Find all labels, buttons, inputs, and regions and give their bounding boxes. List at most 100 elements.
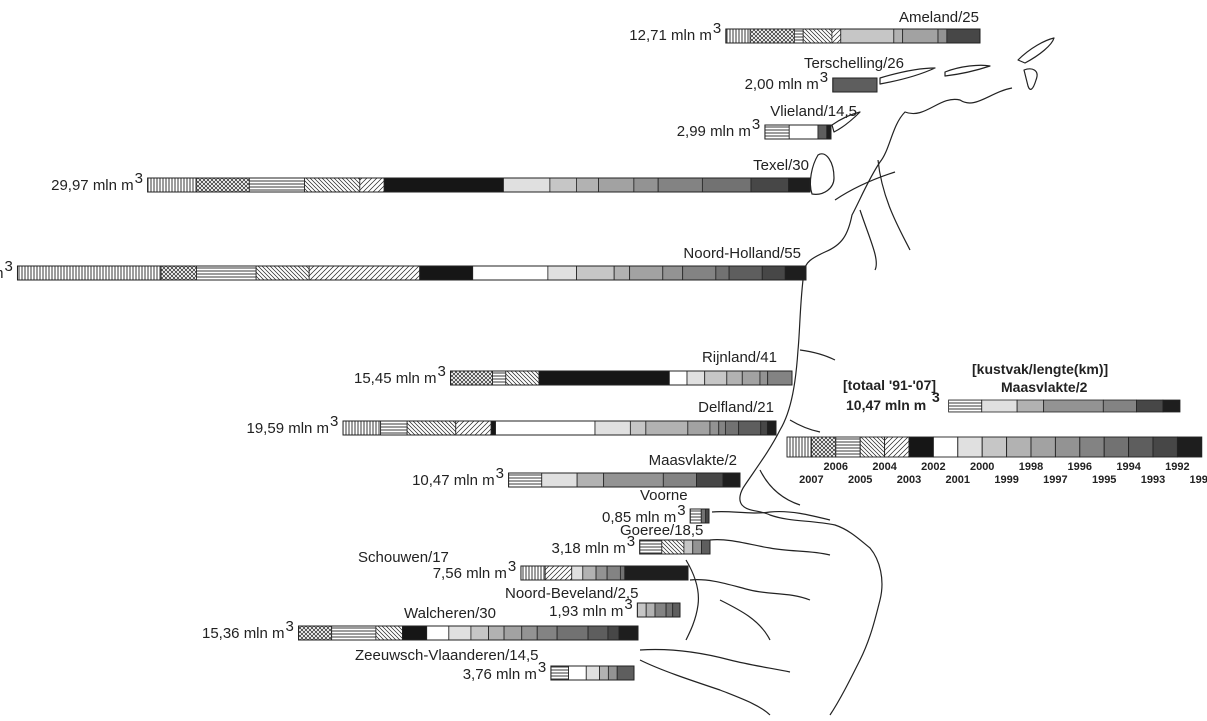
legend-year-label: 1992 (1165, 461, 1189, 473)
legend-example-total: 10,47 mln m (846, 397, 926, 413)
bar-segment-1996 (692, 539, 703, 555)
bar-outline (342, 420, 777, 436)
bar-segment-2000 (981, 399, 1018, 413)
bar-segment-1993 (738, 420, 762, 436)
coast-section-total: 7,56 mln m (433, 565, 507, 582)
legend-year-label: 2001 (946, 474, 970, 486)
bar-segment-1999 (629, 420, 647, 436)
voorne-line (759, 469, 801, 506)
bar-outline (16, 265, 807, 281)
unit-superscript: 3 (508, 558, 516, 575)
bar-segment-1996 (595, 565, 608, 581)
bar-segment-2005 (550, 665, 569, 681)
ameland-small-island (944, 64, 991, 77)
coast-section-total: 2,99 mln m (677, 123, 751, 140)
bar-outline (689, 508, 710, 524)
bar-segment-1998 (582, 565, 597, 581)
legend-year-label: 2007 (799, 474, 823, 486)
bar-segment-2003 (308, 265, 421, 281)
legend-year-label: 2005 (848, 474, 872, 486)
bar-segment-1996 (662, 265, 684, 281)
unit-superscript: 3 (330, 413, 338, 430)
coast-section-total: 3,76 mln m (463, 666, 537, 683)
coast-section-5: Noord-Holland/55 35,68 mln m3 (0, 245, 807, 282)
bar-segment-2001 (472, 265, 549, 281)
bar-segment-1998 (576, 177, 599, 193)
bar-segment-1992 (761, 265, 786, 281)
bar-segment-1992 (705, 508, 710, 524)
legend-year-strip: 2007200620052004200320022001200019991998… (786, 436, 1207, 486)
bar-outline (147, 177, 811, 193)
bar-segment-2000 (503, 177, 551, 193)
bar-segment-2006 (749, 28, 795, 44)
unit-superscript: 3 (932, 389, 940, 405)
bar-segment-1993 (616, 665, 635, 681)
bar-segment-1998 (726, 370, 743, 386)
bar-segment-1992 (946, 28, 981, 44)
coast-section-name: Texel/30 (753, 157, 809, 174)
zuid-beveland-line (719, 599, 771, 641)
coast-section-name: Terschelling/26 (804, 55, 904, 72)
bar-segment-1999 (470, 625, 490, 641)
legend-year-label: 2002 (921, 461, 945, 473)
bar-segment-1995 (654, 602, 667, 618)
coast-section-name: Noord-Holland/55 (683, 245, 801, 262)
coast-section-name: Schouwen/17 (358, 549, 449, 566)
coast-section-total: 1,93 mln m (549, 603, 623, 620)
bar-segment-1993 (701, 539, 711, 555)
bar-segment-1997 (503, 625, 523, 641)
coast-section-name: Delfland/21 (698, 399, 774, 416)
bar-outline (298, 625, 639, 641)
bar-segment-1994 (700, 508, 707, 524)
bar-segment-1991 (826, 124, 832, 140)
legend-swatch-1997 (1030, 436, 1056, 458)
bar-segment-1998 (576, 472, 605, 488)
coast-section-total: 15,36 mln m (202, 625, 285, 642)
bar-outline (550, 665, 635, 681)
coast-section-name: Goeree/18,5 (620, 522, 703, 539)
legend-swatch-1999 (981, 436, 1008, 458)
bar-segment-2007 (520, 565, 546, 581)
legend-example-bar (948, 399, 1181, 413)
bar-segment-2003 (544, 565, 573, 581)
unit-superscript: 3 (438, 363, 446, 380)
bar-segment-1994 (556, 625, 589, 641)
bar-segment-2005 (492, 370, 507, 386)
bar-segment-1996 (603, 472, 664, 488)
bar-outline (450, 370, 793, 386)
ameland-island (1017, 37, 1055, 64)
legend-year-label: 1997 (1043, 474, 1067, 486)
bar-segment-1995 (606, 565, 621, 581)
grevelingen-line (709, 539, 831, 556)
unit-superscript: 3 (538, 659, 546, 676)
bar-segment-1994 (724, 420, 740, 436)
bar-segment-2003 (455, 420, 492, 436)
legend-swatch-1993 (1128, 436, 1154, 458)
coast-section-total: 15,45 mln m (354, 370, 437, 387)
bar-segment-1999 (576, 265, 615, 281)
coast-section-name: Rijnland/41 (702, 349, 777, 366)
bar-segment-1996 (521, 625, 538, 641)
bar-segment-2000 (541, 472, 578, 488)
bar-segment-1993 (672, 602, 681, 618)
bar-segment-1993 (587, 625, 609, 641)
bar-segment-1997 (598, 177, 635, 193)
bar-segment-2006 (298, 625, 333, 641)
bar-segment-1994 (715, 265, 730, 281)
walcheren-coast (685, 559, 700, 641)
bar-segment-2004 (255, 265, 310, 281)
oosterschelde-line (689, 579, 811, 601)
legend-year-label: 1993 (1141, 474, 1165, 486)
bar-segment-2003 (831, 28, 842, 44)
bar-segment-2007 (147, 177, 197, 193)
bar-segment-2006 (450, 370, 493, 386)
ijsselmeer-line (859, 209, 877, 271)
bar-segment-2000 (686, 370, 706, 386)
unit-superscript: 3 (624, 596, 632, 613)
bar-segment-2005 (196, 265, 257, 281)
